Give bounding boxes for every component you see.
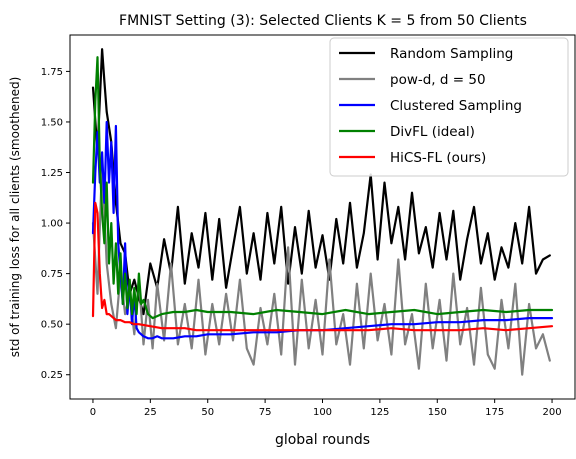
- x-tick-label: 25: [144, 407, 157, 418]
- x-tick-label: 125: [370, 407, 389, 418]
- chart-title: FMNIST Setting (3): Selected Clients K =…: [119, 13, 527, 29]
- legend-label-2: Clustered Sampling: [390, 98, 522, 114]
- legend-label-3: DivFL (ideal): [390, 124, 475, 140]
- y-tick-label: 1.50: [41, 117, 63, 128]
- legend: Random Sampling pow-d, d = 50 Clustered Sa…: [329, 37, 569, 177]
- y-axis-title: std of training loss for all clients (sm…: [8, 77, 22, 358]
- y-tick-label: 1.75: [41, 67, 63, 78]
- legend-label-1: pow-d, d = 50: [390, 72, 486, 88]
- y-tick-label: 0.75: [41, 269, 63, 280]
- x-tick-label: 175: [485, 407, 504, 418]
- legend-label-0: Random Sampling: [390, 46, 513, 62]
- x-tick-label: 0: [90, 407, 96, 418]
- x-axis-ticks: 0 25 50 75 100 125 150 175 200: [90, 399, 562, 418]
- x-tick-label: 75: [259, 407, 272, 418]
- series-group: [91, 48, 554, 376]
- y-axis-ticks: 0.25 0.50 0.75 1.00 1.25 1.50 1.75: [41, 67, 70, 381]
- series-line-4: [91, 201, 554, 332]
- series-line-3: [91, 56, 554, 320]
- series-line-1: [91, 161, 551, 376]
- legend-box: [329, 37, 569, 177]
- y-tick-label: 0.25: [41, 370, 63, 381]
- x-axis-title: global rounds: [275, 432, 370, 448]
- series-line-2: [91, 120, 554, 340]
- y-tick-label: 1.25: [41, 168, 63, 179]
- legend-label-4: HiCS-FL (ours): [390, 150, 486, 166]
- x-tick-label: 150: [428, 407, 447, 418]
- y-tick-label: 1.00: [41, 219, 63, 230]
- y-tick-label: 0.50: [41, 320, 63, 331]
- x-tick-label: 100: [313, 407, 332, 418]
- x-tick-label: 50: [201, 407, 214, 418]
- series-line-0: [91, 48, 551, 316]
- x-tick-label: 200: [542, 407, 561, 418]
